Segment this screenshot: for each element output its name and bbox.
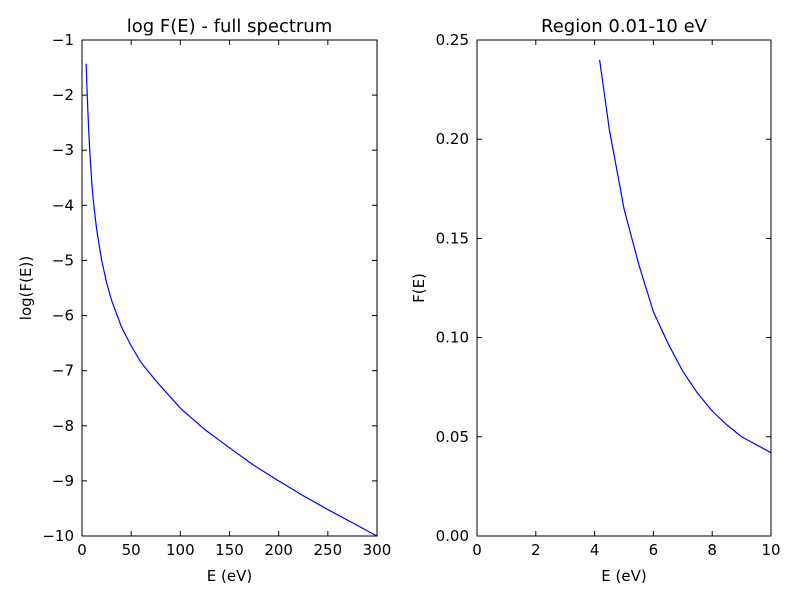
- y-tick-label: −4: [52, 196, 74, 214]
- y-tick-label: 0.20: [436, 130, 469, 148]
- x-tick-label: 8: [707, 541, 717, 559]
- y-axis-label: log(F(E)): [17, 256, 35, 320]
- y-tick-label: 0.10: [436, 329, 469, 347]
- x-tick-label: 10: [761, 541, 780, 559]
- y-tick-label: −6: [52, 307, 74, 325]
- chart-panel-2: 0 2 4 6 8 10 0.00 0.05 0.10 0.15 0.20 0.25 Region 0.…: [410, 16, 781, 585]
- y-tick-label: −8: [52, 417, 74, 435]
- y-tick-label: −1: [52, 31, 74, 49]
- y-tick-label: −7: [52, 362, 74, 380]
- chart-panel-1: 0 50 100 150 200 250 300 −10 −9 −8 −7 −6 −5 −4 −3 −2 −1 l…: [17, 16, 391, 585]
- x-tick-label: 6: [649, 541, 659, 559]
- x-tick-label: 0: [472, 541, 482, 559]
- y-tick-label: −2: [52, 86, 74, 104]
- x-axis-label: E (eV): [601, 567, 646, 585]
- x-tick-label: 200: [264, 541, 293, 559]
- y-tick-label: 0.00: [436, 527, 469, 545]
- y-tick-label: −10: [42, 527, 74, 545]
- y-axis-label: F(E): [410, 273, 428, 303]
- x-tick-label: 4: [590, 541, 600, 559]
- series-line-1-1: [85, 63, 377, 536]
- x-tick-label: 2: [531, 541, 541, 559]
- x-tick-label: 50: [122, 541, 141, 559]
- x-tick-label: 300: [363, 541, 392, 559]
- x-axis-label: E (eV): [207, 567, 252, 585]
- chart-title: log F(E) - full spectrum: [127, 16, 333, 37]
- x-tick-label: 0: [77, 541, 87, 559]
- series-line-2-1: [599, 59, 771, 454]
- x-tick-label: 250: [314, 541, 343, 559]
- y-tick-label: 0.05: [436, 428, 469, 446]
- axes-frame: [476, 39, 772, 537]
- x-tick-label: 100: [166, 541, 195, 559]
- y-tick-label: 0.15: [436, 229, 469, 247]
- y-tick-label: −5: [52, 251, 74, 269]
- axes-frame: [81, 39, 378, 537]
- y-tick-label: 0.25: [436, 31, 469, 49]
- chart-title: Region 0.01-10 eV: [541, 16, 708, 37]
- y-tick-label: −9: [52, 472, 74, 490]
- x-tick-label: 150: [215, 541, 244, 559]
- y-tick-label: −3: [52, 141, 74, 159]
